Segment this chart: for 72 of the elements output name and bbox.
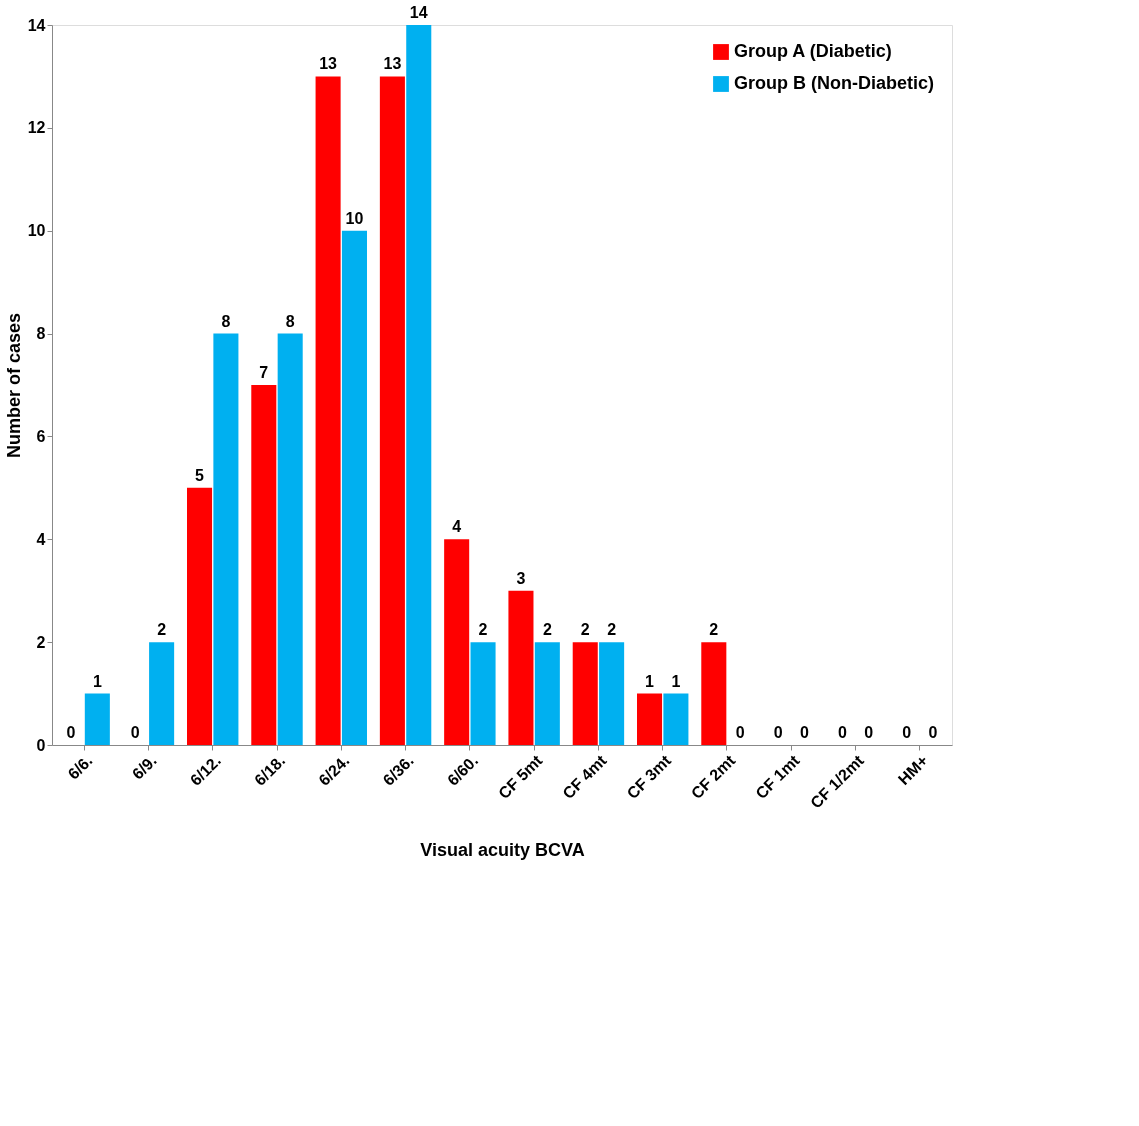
bar bbox=[277, 333, 303, 745]
y-tick-label: 8 bbox=[36, 325, 46, 343]
bar bbox=[251, 385, 277, 745]
data-label: 2 bbox=[157, 621, 167, 639]
data-label: 2 bbox=[607, 621, 617, 639]
data-label: 1 bbox=[92, 672, 102, 690]
x-tick-label: CF 3mt bbox=[623, 751, 675, 803]
data-label: 3 bbox=[516, 569, 526, 587]
x-axis-title: Visual acuity BCVA bbox=[420, 839, 585, 860]
bar bbox=[508, 590, 534, 745]
data-label: 5 bbox=[195, 466, 205, 484]
data-label: 0 bbox=[837, 724, 847, 741]
bar bbox=[84, 693, 110, 745]
y-tick-label: 2 bbox=[36, 633, 46, 651]
legend-label: Group A (Diabetic) bbox=[734, 41, 892, 61]
x-tick-label: CF 2mt bbox=[687, 751, 739, 803]
data-label: 1 bbox=[645, 672, 655, 690]
data-label: 8 bbox=[221, 312, 231, 330]
data-label: 0 bbox=[864, 724, 874, 741]
bar bbox=[406, 25, 432, 745]
data-label: 0 bbox=[130, 724, 140, 741]
data-label: 0 bbox=[928, 724, 938, 741]
data-label: 2 bbox=[478, 621, 488, 639]
y-axis-title: Number of cases bbox=[3, 312, 24, 459]
x-tick-label: CF 1mt bbox=[752, 751, 804, 803]
x-tick-label: CF 4mt bbox=[559, 751, 611, 803]
bar bbox=[637, 693, 663, 745]
bar bbox=[315, 76, 341, 745]
y-tick-label: 10 bbox=[27, 222, 46, 240]
data-label: 0 bbox=[773, 724, 783, 741]
y-tick-label: 12 bbox=[27, 119, 46, 137]
data-label: 0 bbox=[66, 724, 76, 741]
data-label: 14 bbox=[409, 4, 428, 21]
data-label: 10 bbox=[345, 209, 364, 227]
x-tick-label: CF 5mt bbox=[495, 751, 546, 803]
x-tick-label: 6/60. bbox=[443, 751, 482, 789]
x-tick-label: 6/6. bbox=[64, 751, 96, 783]
bar bbox=[534, 642, 560, 745]
data-label: 0 bbox=[902, 724, 912, 741]
x-tick-label: 6/12. bbox=[186, 751, 225, 789]
y-tick-label: 14 bbox=[27, 16, 46, 34]
data-label: 13 bbox=[383, 55, 402, 73]
data-label: 8 bbox=[285, 312, 295, 330]
data-label: 0 bbox=[735, 724, 745, 741]
data-label: 2 bbox=[709, 621, 719, 639]
x-tick-label: HM+ bbox=[894, 751, 932, 789]
x-tick-label: 6/24. bbox=[315, 751, 353, 789]
x-tick-label: 6/36. bbox=[379, 751, 417, 789]
y-tick-label: 4 bbox=[36, 530, 46, 548]
legend-label: Group B (Non-Diabetic) bbox=[734, 73, 934, 93]
bar bbox=[379, 76, 405, 745]
bar bbox=[213, 333, 239, 745]
y-tick-label: 0 bbox=[36, 736, 46, 754]
y-tick-label: 6 bbox=[36, 427, 46, 445]
bar bbox=[572, 642, 598, 745]
bar bbox=[444, 539, 470, 745]
bar bbox=[599, 642, 625, 745]
bar bbox=[701, 642, 727, 745]
bar bbox=[470, 642, 496, 745]
x-tick-label: 6/18. bbox=[251, 751, 289, 789]
bar bbox=[149, 642, 175, 745]
bar bbox=[187, 487, 213, 745]
data-label: 13 bbox=[319, 55, 338, 73]
data-label: 2 bbox=[542, 621, 552, 639]
bar bbox=[341, 230, 367, 745]
bar bbox=[663, 693, 689, 745]
data-label: 7 bbox=[259, 364, 269, 381]
data-label: 4 bbox=[452, 518, 462, 536]
data-label: 2 bbox=[580, 621, 590, 639]
x-tick-label: 6/9. bbox=[128, 751, 160, 783]
data-label: 1 bbox=[671, 672, 681, 690]
data-label: 0 bbox=[800, 724, 810, 741]
